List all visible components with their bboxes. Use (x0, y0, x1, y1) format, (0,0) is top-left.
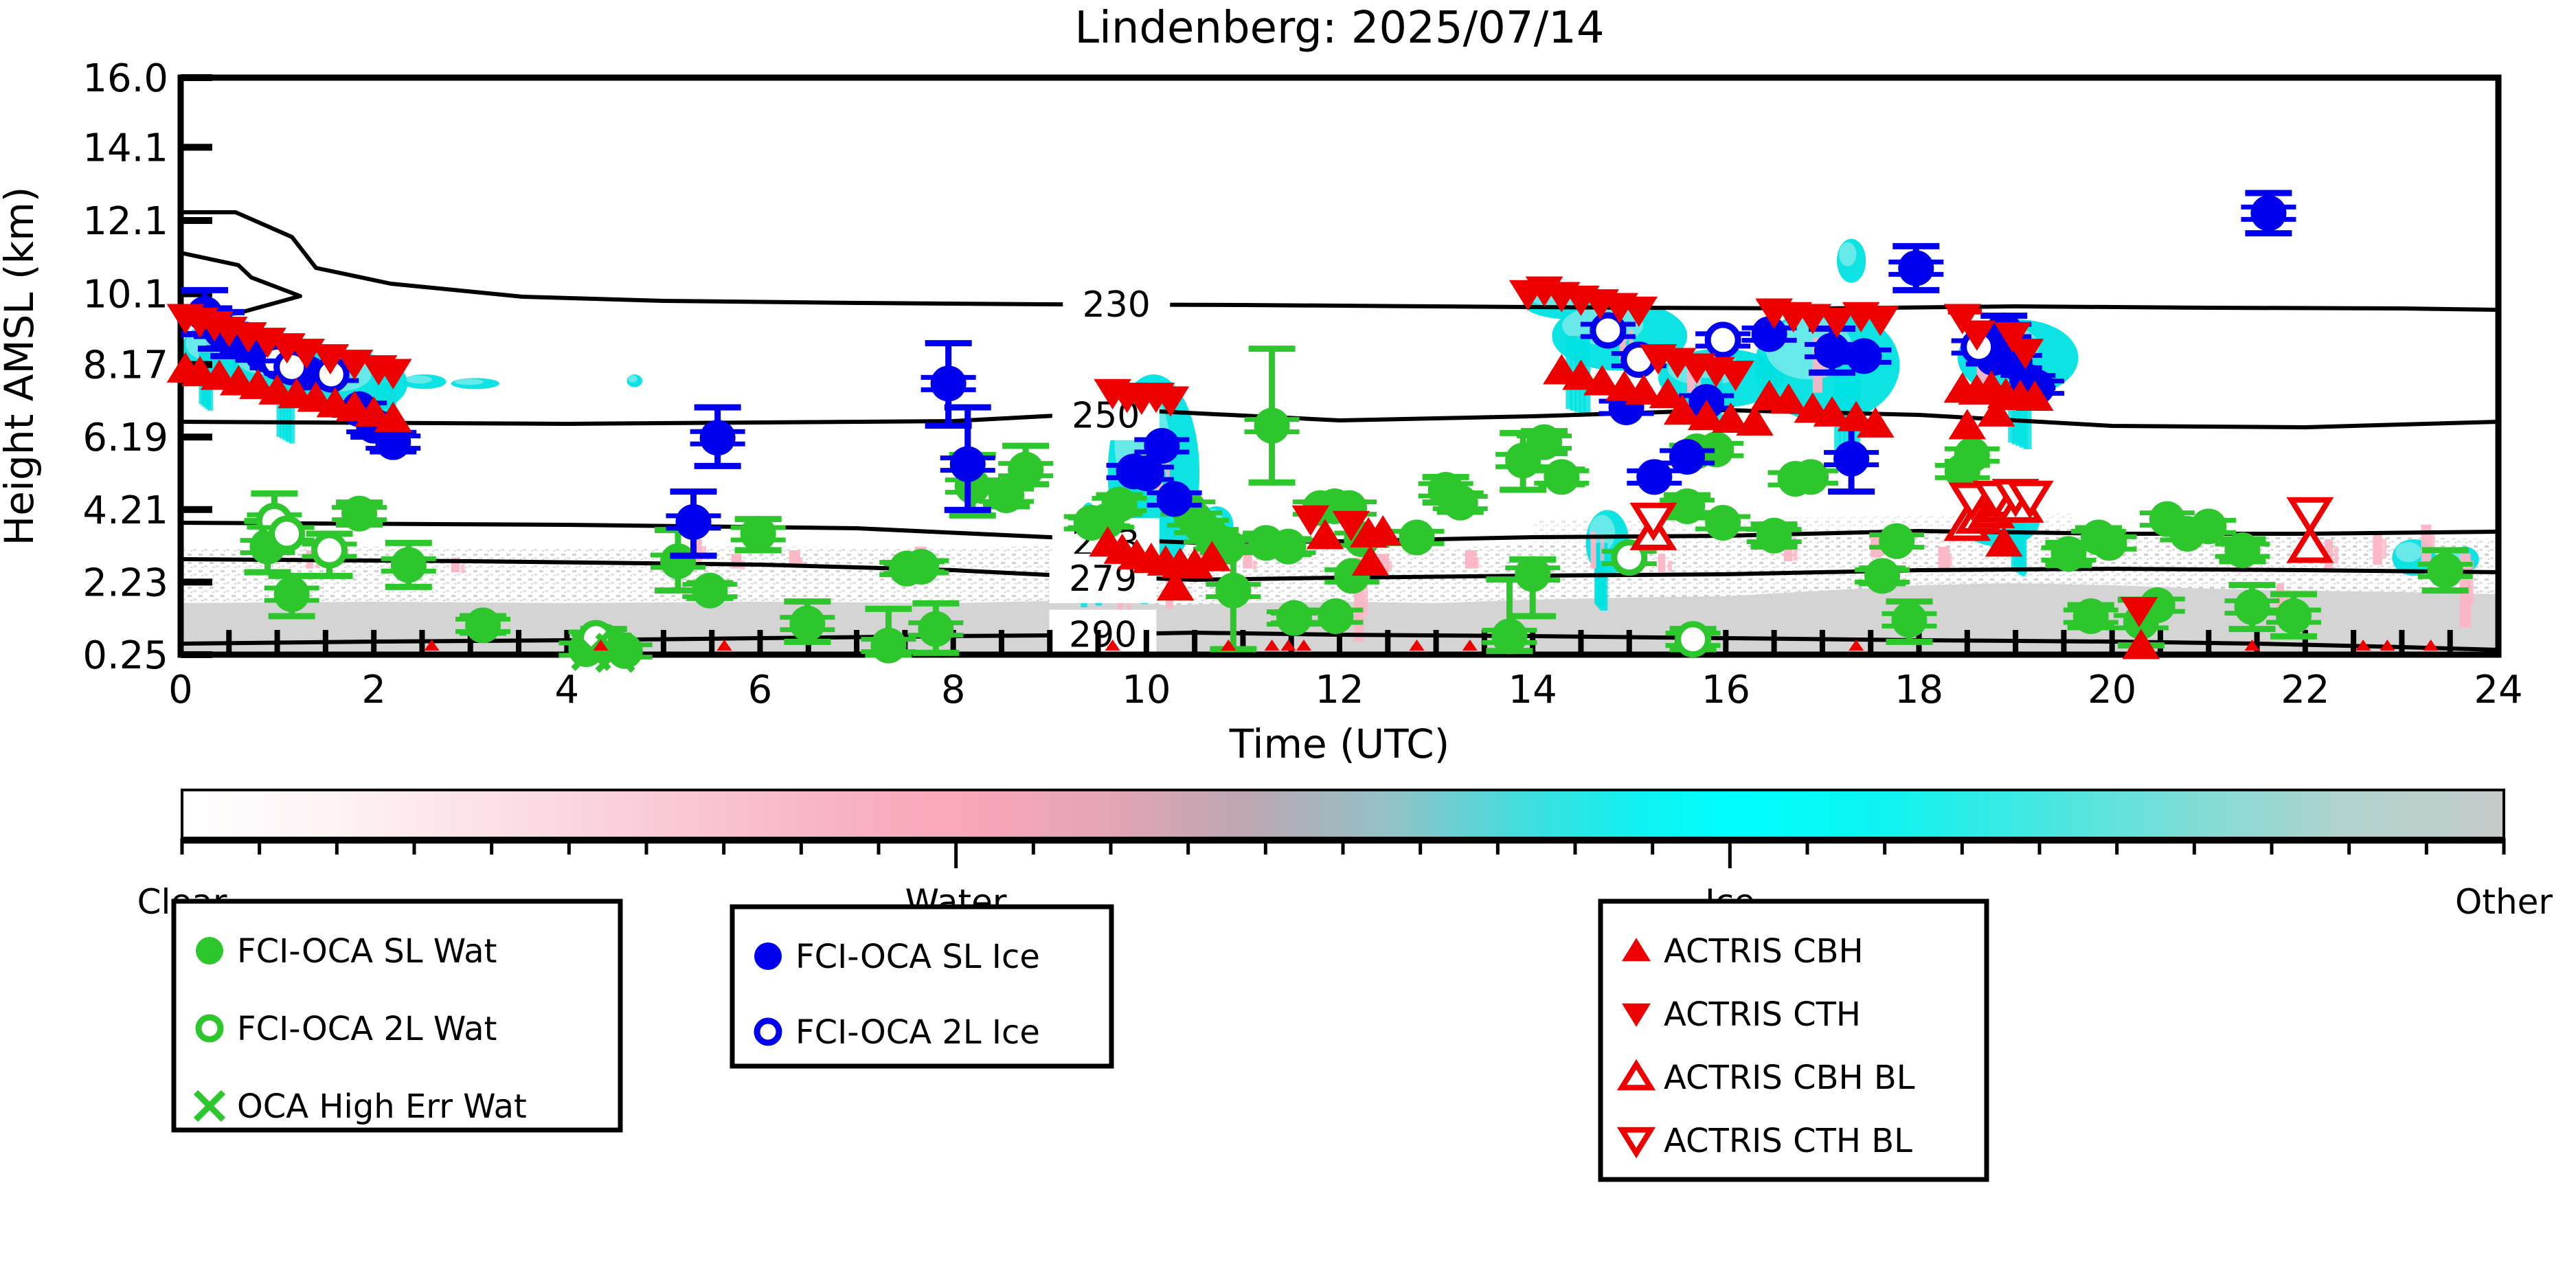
svg-text:12.1: 12.1 (82, 199, 168, 244)
svg-text:4: 4 (555, 668, 580, 712)
svg-text:20: 20 (2088, 668, 2136, 712)
legend-item-label: OCA High Err Wat (237, 1087, 527, 1126)
svg-text:22: 22 (2281, 668, 2329, 712)
svg-text:10.1: 10.1 (82, 273, 168, 317)
page-title: Lindenberg: 2025/07/14 (1074, 3, 1604, 54)
series-actris-cth-bl (1629, 479, 2334, 541)
svg-text:14.1: 14.1 (82, 126, 168, 170)
legend-item-label: ACTRIS CTH (1664, 995, 1861, 1034)
legend-box-2: ACTRIS CBH ACTRIS CTH ACTRIS CBH BL ACTRIS … (1598, 899, 1989, 1182)
actris-horizontal-caps (1528, 284, 1982, 315)
series-fci-oca-2l-wat (247, 490, 1721, 658)
svg-text:18: 18 (1895, 668, 1943, 712)
svg-text:4.21: 4.21 (82, 488, 168, 533)
series-actris-cbh (166, 352, 2160, 659)
legend-item-label: FCI-OCA SL Ice (795, 938, 1040, 976)
svg-text:6: 6 (748, 668, 773, 712)
y-axis-label: Height AMSL (km) (0, 187, 43, 546)
svg-text:8.17: 8.17 (82, 343, 168, 388)
svg-text:0.25: 0.25 (82, 633, 168, 678)
svg-text:14: 14 (1509, 668, 1557, 712)
legend-item-label: ACTRIS CBH (1664, 932, 1864, 971)
svg-text:24: 24 (2474, 668, 2522, 712)
contour-label-279: 279 (1049, 554, 1157, 604)
svg-text:12: 12 (1315, 668, 1364, 712)
legend-item-label: FCI-OCA 2L Wat (237, 1010, 497, 1048)
colorbar-label-other: Other (2455, 882, 2553, 922)
y-axis-tick-labels: 16.0 14.1 12.1 10.1 8.17 6.19 4.21 2.23 0.25 (82, 56, 168, 678)
svg-text:290: 290 (1069, 615, 1137, 656)
x-axis-tick-labels: 0 2 4 6 8 10 12 14 16 18 20 22 24 (168, 668, 2522, 712)
contour-label-290: 290 (1049, 609, 1157, 659)
contour-label-250: 250 (1052, 390, 1160, 440)
svg-text:10: 10 (1122, 668, 1171, 712)
legend-item-label: FCI-OCA 2L Ice (795, 1013, 1040, 1052)
legend-item-label: ACTRIS CTH BL (1664, 1122, 1912, 1160)
legend-item-label: ACTRIS CBH BL (1664, 1059, 1915, 1097)
svg-text:16: 16 (1702, 668, 1750, 712)
svg-text:6.19: 6.19 (82, 416, 168, 460)
series-oca-high-err-wat (571, 631, 635, 673)
x-axis-label: Time (UTC) (1229, 721, 1450, 767)
ground-cbh-markers (424, 640, 2439, 651)
svg-text:8: 8 (941, 668, 966, 712)
svg-text:16.0: 16.0 (82, 56, 168, 101)
svg-text:230: 230 (1083, 284, 1151, 326)
legend-box-1: FCI-OCA SL Ice FCI-OCA 2L Ice (730, 904, 1114, 1069)
contour-label-230: 230 (1063, 280, 1171, 330)
svg-text:2.23: 2.23 (82, 561, 168, 605)
svg-text:2: 2 (361, 668, 386, 712)
svg-text:0: 0 (168, 668, 193, 712)
legend-box-0: FCI-OCA SL Wat FCI-OCA 2L Wat OCA High Err… (171, 899, 623, 1133)
legend-item-label: FCI-OCA SL Wat (237, 932, 497, 971)
